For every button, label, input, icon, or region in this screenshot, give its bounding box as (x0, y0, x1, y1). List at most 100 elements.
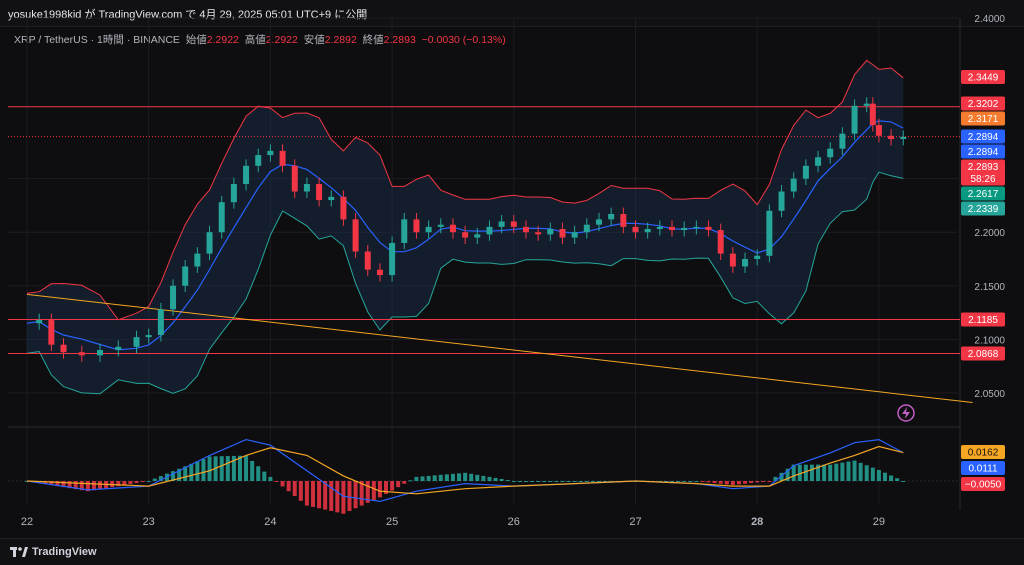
candle-body (230, 184, 237, 203)
macd-histogram-bar (809, 464, 814, 481)
macd-histogram-bar (286, 481, 291, 492)
macd-histogram-bar (688, 481, 693, 482)
macd-histogram-bar (390, 481, 395, 491)
macd-histogram-bar (98, 481, 103, 490)
macd-histogram-bar (201, 458, 206, 481)
macd-histogram-bar (244, 455, 249, 481)
tradingview-logo[interactable]: TradingView (10, 546, 97, 558)
macd-histogram-bar (584, 481, 589, 482)
time-tick-label: 26 (508, 516, 520, 528)
alert-icon[interactable] (897, 404, 915, 422)
macd-histogram-bar (724, 481, 729, 485)
macd-histogram-bar (700, 481, 705, 482)
time-axis[interactable]: 22 23 24 25 26 27 28 29 (21, 516, 885, 528)
candle-body (78, 352, 85, 356)
trendline[interactable] (26, 293, 973, 404)
macd-histogram-bar (250, 460, 255, 481)
macd-label-text: 0.0162 (968, 448, 999, 459)
candle-body (486, 226, 493, 235)
price-label-text: 2.2894 (968, 132, 999, 143)
macd-histogram-bar (755, 481, 760, 483)
candle-body (656, 226, 663, 229)
candle-body (437, 224, 444, 227)
candle-body (900, 136, 907, 140)
macd-label-box (961, 477, 1005, 491)
candle-body (681, 227, 688, 231)
candle-body (206, 232, 213, 254)
candle-body (364, 251, 371, 270)
candle-body (115, 346, 122, 351)
candle-body (157, 309, 164, 336)
macd-histogram-bar (876, 469, 881, 481)
candle-body (815, 157, 822, 166)
low-value: 2.2892 (324, 34, 357, 46)
macd-histogram-bar (895, 478, 900, 481)
candle-body (754, 255, 761, 259)
candle-body (571, 232, 578, 238)
candle-body (827, 148, 834, 158)
symbol-info-bar: XRP / TetherUS · 1時間 · BINANCE 始値2.2922 … (14, 32, 506, 47)
macd-histogram-bar (889, 475, 894, 481)
candle-body (620, 214, 627, 227)
macd-histogram-bar (834, 463, 839, 481)
candle-body (644, 228, 651, 233)
macd-histogram-bar (523, 481, 528, 482)
macd-histogram-bar (773, 476, 778, 481)
macd-histogram-bar (901, 481, 906, 482)
macd-histogram-bar (49, 481, 54, 486)
candle-body (352, 219, 359, 252)
candle-body (389, 242, 396, 276)
macd-histogram-bar (767, 481, 772, 482)
macd-histogram-bar (61, 481, 66, 488)
macd-histogram-bar (718, 481, 723, 484)
time-tick-label: 29 (873, 516, 885, 528)
macd-histogram-bar (268, 476, 273, 481)
high-value: 2.2922 (265, 34, 298, 46)
candle-body (413, 219, 420, 233)
tradingview-logo-icon (10, 547, 28, 557)
candle-body (462, 232, 469, 238)
close-label: 終値 (362, 34, 384, 46)
candle-body (717, 230, 724, 254)
flash-icon (902, 407, 910, 419)
macd-histogram-bar (797, 464, 802, 481)
macd-histogram-bar (329, 481, 334, 511)
macd-histogram-bar (511, 481, 516, 482)
price-label-text: 2.3202 (968, 99, 999, 110)
candle-body (869, 103, 876, 126)
open-value: 2.2922 (206, 34, 239, 46)
price-label-text: 2.2894 (968, 147, 999, 158)
price-label-box (961, 70, 1005, 85)
macd-histogram-bar (55, 481, 60, 487)
macd-histogram-bar (816, 464, 821, 481)
signal-line (26, 445, 904, 495)
candle-body (888, 135, 895, 140)
macd-histogram-bar (207, 456, 212, 481)
macd-histogram-bar (864, 465, 869, 481)
macd-histogram-bar (548, 481, 553, 482)
price-label-box (961, 346, 1005, 361)
macd-label-text: 0.0111 (968, 464, 998, 475)
symbol-label[interactable]: XRP / TetherUS · 1時間 · BINANCE (14, 34, 180, 46)
macd-histogram-bar (146, 481, 151, 482)
candle-body (766, 210, 773, 256)
price-label-text: 2.3171 (968, 114, 999, 125)
macd-histogram-bar (347, 481, 352, 511)
macd-histogram-bar (670, 481, 675, 482)
macd-histogram-bar (499, 478, 504, 481)
candle-body (875, 125, 882, 136)
upper-band (26, 59, 904, 321)
macd-histogram-bar (590, 481, 595, 482)
macd-histogram-bar (67, 481, 72, 489)
candle-body (255, 155, 262, 166)
macd-label-box (961, 461, 1005, 475)
macd-histogram-bar (134, 481, 139, 484)
macd-histogram-bar (457, 473, 462, 481)
trendline-line (26, 293, 973, 404)
high-label: 高値 (244, 34, 266, 46)
macd-label-box (961, 445, 1005, 459)
macd-histogram-bar (414, 476, 419, 481)
macd-histogram-bar (572, 481, 577, 482)
candle-body (705, 226, 712, 231)
